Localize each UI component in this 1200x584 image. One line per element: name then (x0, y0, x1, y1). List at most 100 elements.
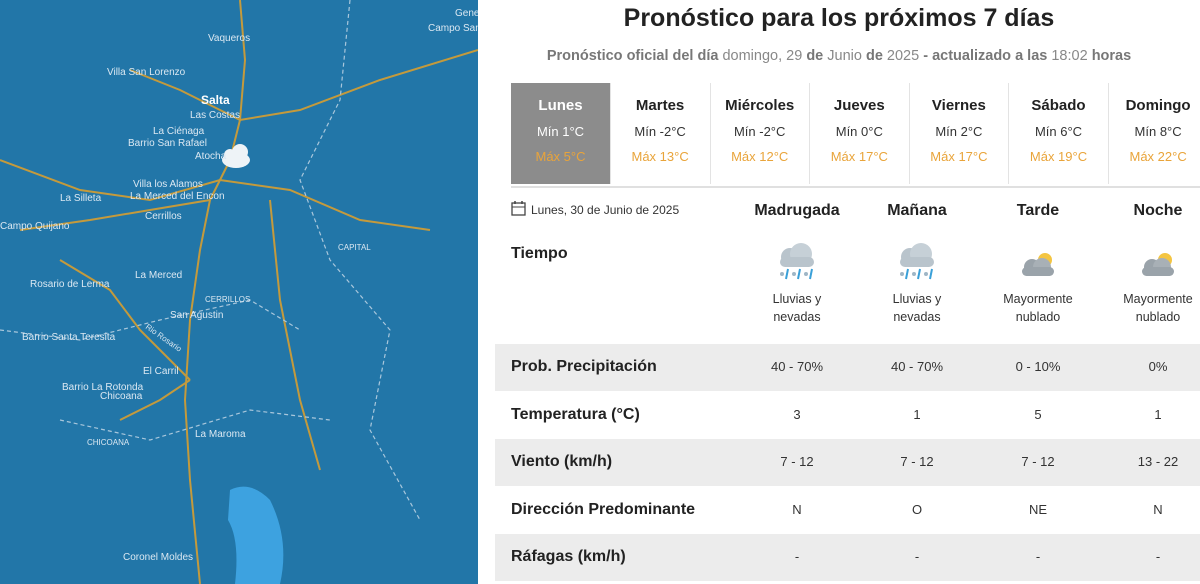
row-value: 5 (1034, 406, 1042, 422)
subtitle-part: horas (1091, 48, 1132, 64)
map-label: La Merced del Encon (130, 191, 225, 202)
day-name: Lunes (538, 97, 583, 114)
day-tab[interactable]: Sábado Mín 6°C Máx 19°C (1009, 83, 1109, 184)
map-label: Villa San Lorenzo (107, 67, 186, 78)
map-label: Las Costas (190, 110, 240, 121)
period-name: Mañana (887, 202, 947, 219)
row-label: Prob. Precipitación (511, 358, 657, 375)
roads (0, 0, 478, 584)
map-label: Barrio San Rafael (128, 138, 207, 149)
subtitle-part: 2025 (886, 48, 920, 64)
period-name: Noche (1133, 202, 1183, 219)
row-label: Viento (km/h) (511, 453, 613, 470)
map[interactable]: Gene Campo Santa Vaqueros Villa San Lore… (0, 0, 478, 584)
row-value: 40 - 70% (770, 359, 824, 374)
table-row: Temperatura (°C) 3 1 5 1 (495, 392, 1200, 439)
day-min: Mín -2°C (733, 124, 786, 139)
weather-desc-line: Lluvias y (772, 292, 822, 306)
row-value: - (1035, 549, 1041, 564)
row-value: 13 - 22 (1137, 454, 1179, 469)
map-bg (0, 0, 478, 584)
forecast-panel: Pronóstico para los próximos 7 días Pron… (478, 0, 1200, 584)
weather-desc: Lluvias y nevadas (857, 290, 977, 326)
day-name: Viernes (931, 97, 986, 114)
row-label: Ráfagas (km/h) (511, 548, 626, 565)
map-label: Atocha (195, 151, 227, 162)
map-label: Campo Santa (428, 23, 478, 34)
weather-label: Tiempo (511, 245, 568, 262)
day-max: Máx 17°C (930, 149, 988, 164)
weather-desc-line: nublado (1015, 310, 1061, 324)
period-name: Madrugada (754, 202, 840, 219)
weather-desc: Mayormente nublado (1098, 290, 1200, 326)
map-label: CERRILLOS (205, 295, 250, 304)
row-value: 0 - 10% (1015, 359, 1061, 374)
period-name: Tarde (1016, 202, 1060, 219)
title: Pronóstico para los próximos 7 días (623, 4, 1055, 32)
map-label: El Carril (143, 366, 179, 377)
table-row: Ráfagas (km/h) - - - - (495, 534, 1200, 581)
day-min: Mín 1°C (536, 124, 585, 139)
map-label: Vaqueros (208, 33, 250, 44)
subtitle-part: 18:02 (1051, 48, 1088, 64)
row-label: Dirección Predominante (511, 500, 696, 518)
row-value: - (1155, 549, 1161, 564)
detail-date: Lunes, 30 de Junio de 2025 (531, 203, 680, 217)
row-value: - (914, 549, 920, 564)
day-max: Máx 13°C (631, 149, 689, 164)
map-label: Gene (455, 8, 478, 19)
subtitle-part: de (865, 48, 883, 64)
map-label: La Merced (135, 270, 182, 281)
day-tab[interactable]: Martes Mín -2°C Máx 13°C (611, 83, 711, 184)
map-label: La Silleta (60, 193, 102, 204)
row-value: 40 - 70% (890, 359, 944, 374)
day-max: Máx 19°C (1029, 149, 1088, 164)
weather-desc-line: nevadas (773, 310, 821, 324)
weather-desc: Mayormente nublado (978, 290, 1098, 326)
row-value: N (1153, 501, 1163, 517)
map-label: Barrio Santa Teresita (22, 332, 116, 343)
row-value: 3 (793, 406, 801, 422)
day-min: Mín 8°C (1134, 124, 1182, 139)
table-row: Viento (km/h) 7 - 12 7 - 12 7 - 12 13 - 22 (495, 439, 1200, 486)
day-name: Miércoles (725, 97, 795, 114)
day-tab[interactable]: Lunes Mín 1°C Máx 5°C (511, 83, 611, 184)
weather-marker (222, 144, 250, 168)
day-tab[interactable]: Domingo Mín 8°C Máx 22°C (1109, 83, 1200, 184)
day-tab[interactable]: Jueves Mín 0°C Máx 17°C (810, 83, 910, 184)
map-label: Cerrillos (145, 211, 182, 222)
subtitle-part: domingo, 29 (722, 48, 803, 64)
day-min: Mín 6°C (1034, 124, 1083, 139)
day-tab[interactable]: Miércoles Mín -2°C Máx 12°C (710, 83, 811, 184)
row-value: NE (1028, 501, 1048, 517)
day-max: Máx 22°C (1129, 149, 1187, 164)
weather-icon (1022, 253, 1054, 276)
day-max: Máx 12°C (731, 149, 789, 164)
row-value: 7 - 12 (1021, 454, 1055, 469)
weather-desc: Lluvias y nevadas (737, 290, 857, 326)
day-tab[interactable]: Viernes Mín 2°C Máx 17°C (909, 83, 1010, 184)
map-label: San Agustin (170, 310, 223, 321)
map-label: Salta (201, 93, 230, 107)
row-value: 1 (913, 406, 921, 422)
map-label: Coronel Moldes (123, 552, 193, 563)
day-name: Martes (635, 97, 685, 114)
weather-icon (780, 243, 814, 280)
map-label: CHICOANA (87, 438, 130, 447)
map-label: Barrio La Rotonda (62, 382, 144, 393)
day-name: Sábado (1031, 97, 1086, 114)
weather-desc-line: nublado (1135, 310, 1181, 324)
row-value: - (794, 549, 800, 564)
row-label: Temperatura (°C) (511, 405, 640, 423)
row-value: 7 - 12 (900, 454, 934, 469)
day-max: Máx 17°C (830, 149, 888, 164)
table-row: Prob. Precipitación 40 - 70% 40 - 70% 0 - 1… (495, 344, 1200, 391)
day-min: Mín -2°C (634, 124, 686, 139)
divider (511, 186, 1200, 188)
day-name: Domingo (1125, 97, 1191, 114)
map-label: Chicoana (100, 391, 143, 402)
weather-icon (900, 243, 934, 280)
day-min: Mín 0°C (835, 124, 883, 139)
